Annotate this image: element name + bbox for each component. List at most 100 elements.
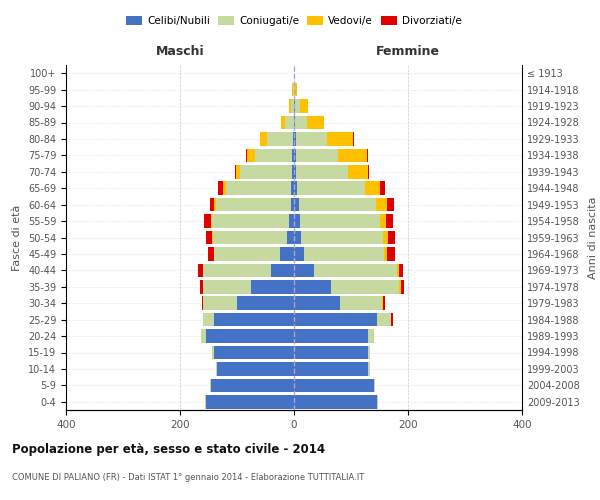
Bar: [380, 214, 386, 228]
Bar: [294, 395, 377, 408]
Bar: [213, 231, 287, 244]
Bar: [314, 264, 397, 277]
Bar: [294, 165, 296, 178]
Bar: [206, 330, 294, 343]
Bar: [291, 100, 294, 113]
Bar: [294, 346, 368, 359]
Bar: [383, 296, 385, 310]
Bar: [271, 264, 294, 277]
Bar: [223, 182, 226, 195]
Bar: [294, 362, 368, 376]
Bar: [241, 165, 292, 178]
Bar: [301, 231, 383, 244]
Bar: [368, 362, 370, 376]
Bar: [208, 247, 214, 260]
Bar: [294, 132, 296, 145]
Bar: [294, 83, 295, 96]
Bar: [214, 247, 280, 260]
Text: Femmine: Femmine: [376, 44, 440, 58]
Bar: [200, 280, 203, 293]
Bar: [203, 264, 271, 277]
Bar: [226, 182, 291, 195]
Bar: [307, 116, 323, 129]
Bar: [401, 280, 404, 293]
Bar: [203, 280, 251, 293]
Bar: [340, 296, 382, 310]
Bar: [400, 280, 401, 293]
Bar: [338, 148, 367, 162]
Bar: [300, 100, 308, 113]
Bar: [386, 214, 393, 228]
Bar: [296, 148, 338, 162]
Bar: [217, 198, 290, 211]
Bar: [293, 83, 294, 96]
Bar: [294, 330, 368, 343]
Bar: [365, 182, 380, 195]
Bar: [399, 264, 403, 277]
Bar: [216, 362, 217, 376]
Bar: [212, 346, 214, 359]
Bar: [209, 198, 214, 211]
Bar: [236, 165, 241, 178]
Bar: [212, 231, 213, 244]
Bar: [267, 132, 293, 145]
Bar: [377, 313, 391, 326]
Y-axis label: Fasce di età: Fasce di età: [13, 204, 22, 270]
Bar: [206, 231, 212, 244]
Bar: [289, 214, 294, 228]
Bar: [203, 313, 214, 326]
Bar: [388, 231, 395, 244]
Bar: [237, 296, 294, 310]
Bar: [211, 214, 212, 228]
Bar: [289, 100, 291, 113]
Bar: [380, 182, 385, 195]
Bar: [210, 378, 211, 392]
Text: Popolazione per età, sesso e stato civile - 2014: Popolazione per età, sesso e stato civil…: [12, 442, 325, 456]
Bar: [331, 280, 400, 293]
Bar: [203, 296, 237, 310]
Text: COMUNE DI PALIANO (FR) - Dati ISTAT 1° gennaio 2014 - Elaborazione TUTTITALIA.IT: COMUNE DI PALIANO (FR) - Dati ISTAT 1° g…: [12, 472, 364, 482]
Bar: [384, 247, 387, 260]
Bar: [374, 378, 375, 392]
Bar: [296, 165, 347, 178]
Bar: [201, 330, 206, 343]
Bar: [212, 214, 289, 228]
Bar: [294, 182, 297, 195]
Bar: [235, 165, 236, 178]
Bar: [287, 231, 294, 244]
Bar: [387, 198, 394, 211]
Y-axis label: Anni di nascita: Anni di nascita: [588, 196, 598, 279]
Bar: [367, 148, 368, 162]
Bar: [299, 198, 376, 211]
Bar: [294, 214, 300, 228]
Bar: [251, 280, 294, 293]
Bar: [295, 83, 297, 96]
Bar: [397, 264, 399, 277]
Bar: [368, 165, 369, 178]
Bar: [294, 296, 340, 310]
Legend: Celibi/Nubili, Coniugati/e, Vedovi/e, Divorziati/e: Celibi/Nubili, Coniugati/e, Vedovi/e, Di…: [122, 12, 466, 30]
Bar: [294, 116, 295, 129]
Bar: [290, 198, 294, 211]
Bar: [255, 148, 292, 162]
Bar: [294, 198, 299, 211]
Bar: [327, 132, 353, 145]
Bar: [292, 165, 294, 178]
Bar: [260, 132, 267, 145]
Bar: [294, 231, 301, 244]
Bar: [297, 182, 365, 195]
Bar: [300, 214, 380, 228]
Bar: [376, 198, 387, 211]
Bar: [294, 247, 304, 260]
Bar: [214, 313, 294, 326]
Bar: [377, 395, 378, 408]
Bar: [368, 346, 370, 359]
Bar: [353, 132, 354, 145]
Bar: [295, 100, 300, 113]
Bar: [296, 132, 327, 145]
Text: Maschi: Maschi: [155, 44, 205, 58]
Bar: [347, 165, 368, 178]
Bar: [204, 214, 211, 228]
Bar: [294, 378, 374, 392]
Bar: [294, 313, 377, 326]
